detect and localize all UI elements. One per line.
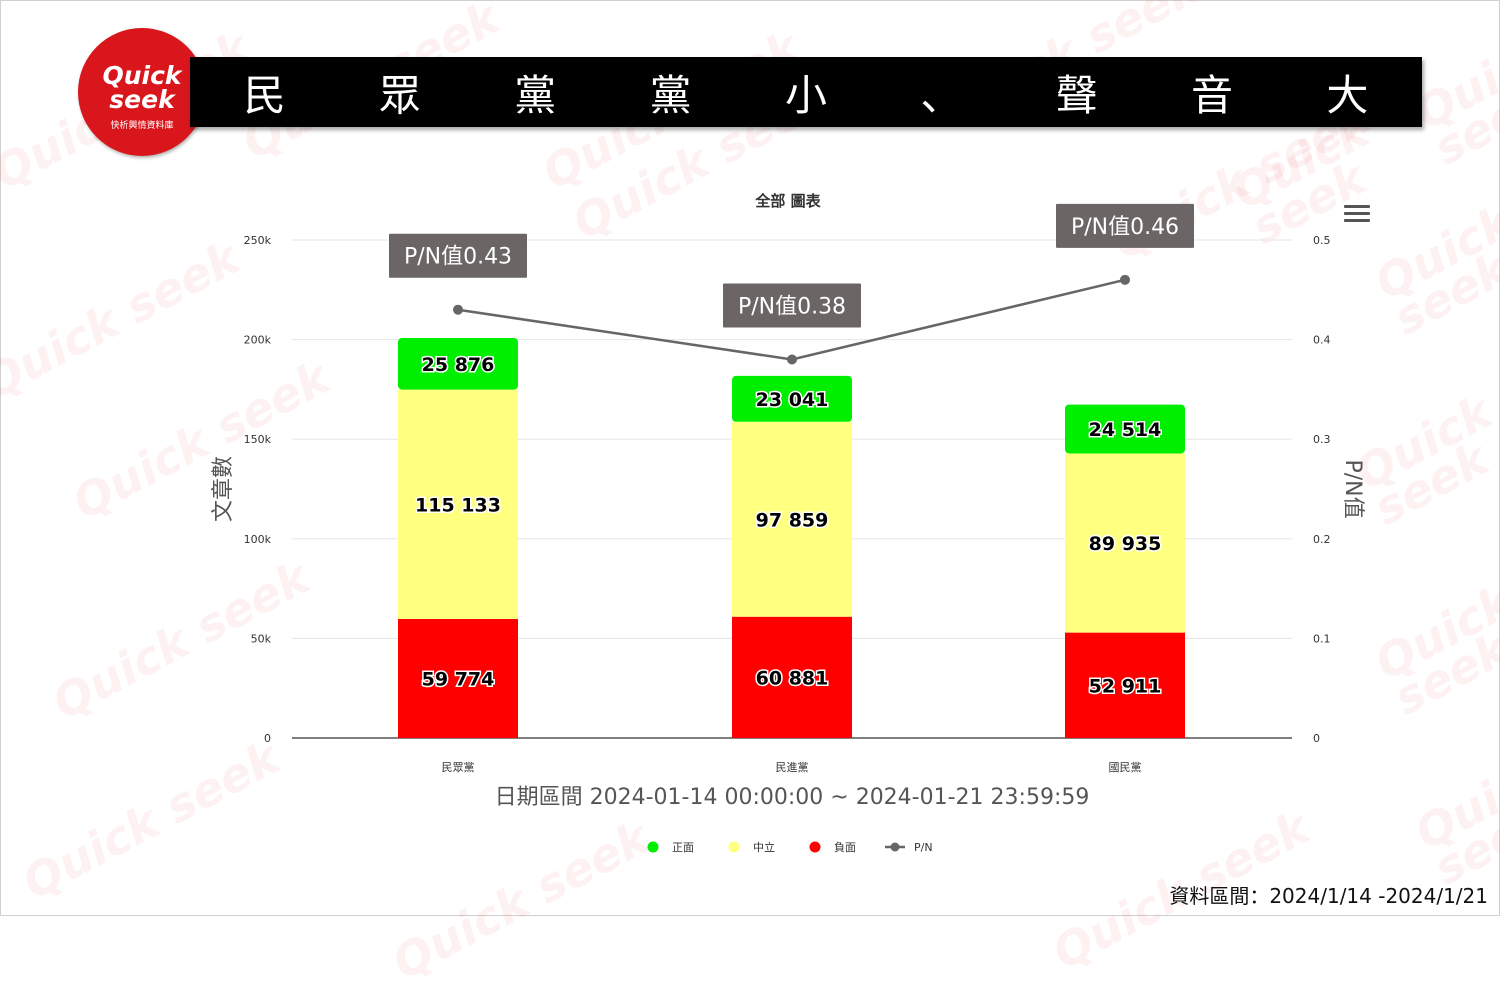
legend-label: P/N — [914, 841, 933, 854]
bar-segment-負面 — [1065, 632, 1185, 738]
legend-marker — [890, 842, 900, 852]
pn-label-box — [389, 233, 527, 278]
footer-date-range: 資料區間：2024/1/14 -2024/1/21 — [1169, 884, 1488, 908]
legend-marker — [728, 841, 740, 853]
bar-data-label: 115 133 — [415, 494, 501, 516]
bar-data-label: 89 935 — [1089, 533, 1162, 555]
bar-data-label: 24 514 — [1089, 419, 1162, 441]
bar-segment-正面 — [732, 375, 852, 422]
y-tick-label: 250k — [244, 234, 272, 247]
legend-marker — [809, 841, 821, 853]
bar-segment-負面 — [732, 616, 852, 738]
logo-tagline: 快析輿情資料庫 — [110, 121, 174, 131]
legend-label: 正面 — [672, 841, 694, 854]
chart-title: 全部 圖表 — [754, 192, 821, 210]
pn-data-label: P/N值0.43 — [404, 245, 512, 270]
banner-title: 民 眾 黨 黨 小 、 聲 音 大 — [243, 70, 1409, 120]
y-axis-title: 文章數 — [211, 456, 236, 522]
x-tick-label: 民眾黨 — [442, 760, 475, 774]
y-tick-label: 200k — [244, 334, 272, 347]
bar-data-label: 25 876 — [422, 354, 495, 376]
y-tick-label: 0 — [264, 732, 271, 745]
y-tick-label: 150k — [244, 433, 272, 446]
bar-segment-中立 — [1065, 453, 1185, 633]
legend-marker — [647, 841, 659, 853]
stacked-bar-chart: 全部 圖表 0 0 50k 0.1 100k 0.2 150k 0.3 200k 0.4 250k 0.… — [211, 192, 1365, 854]
pn-data-label: P/N值0.38 — [738, 295, 846, 320]
y2-tick-label: 0.1 — [1313, 632, 1331, 645]
x-tick-label: 民進黨 — [776, 760, 809, 774]
pn-label-box — [1056, 203, 1194, 248]
bar-data-label: 97 859 — [756, 509, 829, 531]
y2-tick-label: 0 — [1313, 732, 1320, 745]
hamburger-menu-icon[interactable] — [1344, 205, 1370, 225]
y2-axis-title: P/N值 — [1340, 459, 1365, 518]
pn-label-box — [723, 283, 861, 328]
x-axis-title: 日期區間 2024-01-14 00:00:00 ~ 2024-01-21 23… — [495, 785, 1090, 810]
title-banner: 民 眾 黨 黨 小 、 聲 音 大 — [190, 57, 1422, 127]
y2-tick-label: 0.4 — [1313, 334, 1331, 347]
legend-label: 負面 — [834, 841, 856, 854]
logo-brand: Quick seek — [102, 61, 182, 114]
y2-tick-label: 0.5 — [1313, 234, 1331, 247]
bar-segment-中立 — [398, 389, 518, 619]
y-tick-label: 50k — [251, 632, 272, 645]
quickseek-logo: Quick seek 快析輿情資料庫 — [78, 28, 206, 156]
bar-data-label: 60 881 — [756, 667, 829, 689]
x-tick-label: 國民黨 — [1109, 760, 1142, 774]
pn-point — [787, 354, 797, 365]
bar-segment-負面 — [398, 618, 518, 738]
bar-data-label: 23 041 — [756, 389, 829, 411]
bar-data-label: 59 774 — [422, 668, 495, 690]
y-tick-label: 100k — [244, 533, 272, 546]
bar-segment-中立 — [732, 421, 852, 617]
pn-point — [453, 304, 463, 315]
y2-tick-label: 0.3 — [1313, 433, 1331, 446]
pn-point — [1120, 274, 1130, 285]
bar-segment-正面 — [398, 338, 518, 390]
bar-segment-正面 — [1065, 404, 1185, 454]
bar-data-label: 52 911 — [1089, 675, 1162, 697]
y2-tick-label: 0.2 — [1313, 533, 1331, 546]
legend-label: 中立 — [753, 840, 775, 854]
pn-data-label: P/N值0.46 — [1071, 215, 1179, 240]
